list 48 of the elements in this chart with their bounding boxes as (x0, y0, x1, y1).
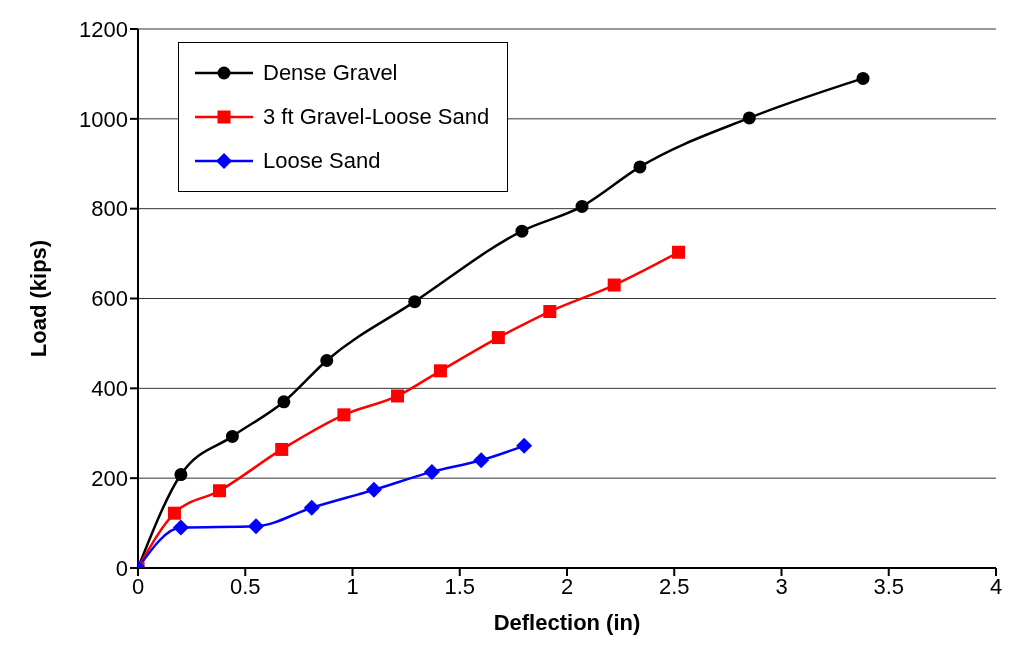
y-tick-label: 200 (91, 465, 128, 491)
point (856, 71, 870, 85)
legend-label: Loose Sand (263, 148, 381, 174)
x-tick-label: 4 (989, 573, 1003, 599)
point (391, 389, 405, 403)
x-tick-label: 0 (131, 573, 145, 599)
point (408, 295, 422, 309)
y-tick-label: 1000 (79, 106, 128, 132)
point (633, 160, 647, 174)
x-tick-label: 2 (560, 573, 574, 599)
point (247, 518, 264, 535)
point (174, 468, 188, 482)
point (543, 305, 557, 319)
point (167, 506, 181, 520)
point (515, 224, 529, 238)
x-tick-label: 2.5 (658, 573, 690, 599)
point (473, 452, 490, 469)
y-tick-label: 800 (91, 196, 128, 222)
point (275, 442, 289, 456)
legend-label: Dense Gravel (263, 60, 398, 86)
x-tick-label: 3.5 (873, 573, 905, 599)
point (423, 463, 440, 480)
point (277, 395, 291, 409)
point (516, 437, 533, 454)
point (607, 278, 621, 292)
y-tick-label: 400 (91, 376, 128, 402)
x-tick-label: 1.5 (444, 573, 476, 599)
y-tick-label: 600 (91, 286, 128, 312)
point (433, 364, 447, 378)
point (365, 481, 382, 498)
point (213, 484, 227, 498)
point (491, 331, 505, 345)
point (575, 199, 589, 213)
point (742, 111, 756, 125)
point (320, 353, 334, 367)
y-tick-label: 1200 (79, 16, 128, 42)
point (672, 245, 686, 259)
point (337, 408, 351, 422)
x-tick-label: 0.5 (229, 573, 261, 599)
point (225, 429, 239, 443)
legend-label: 3 ft Gravel-Loose Sand (263, 104, 490, 130)
y-axis-title: Load (kips) (25, 239, 51, 358)
point (172, 519, 189, 536)
x-tick-label: 1 (346, 573, 359, 599)
x-tick-label: 3 (775, 573, 788, 599)
x-axis-title: Deflection (in) (493, 610, 641, 635)
point (303, 499, 320, 516)
y-tick-label: 0 (115, 555, 128, 581)
